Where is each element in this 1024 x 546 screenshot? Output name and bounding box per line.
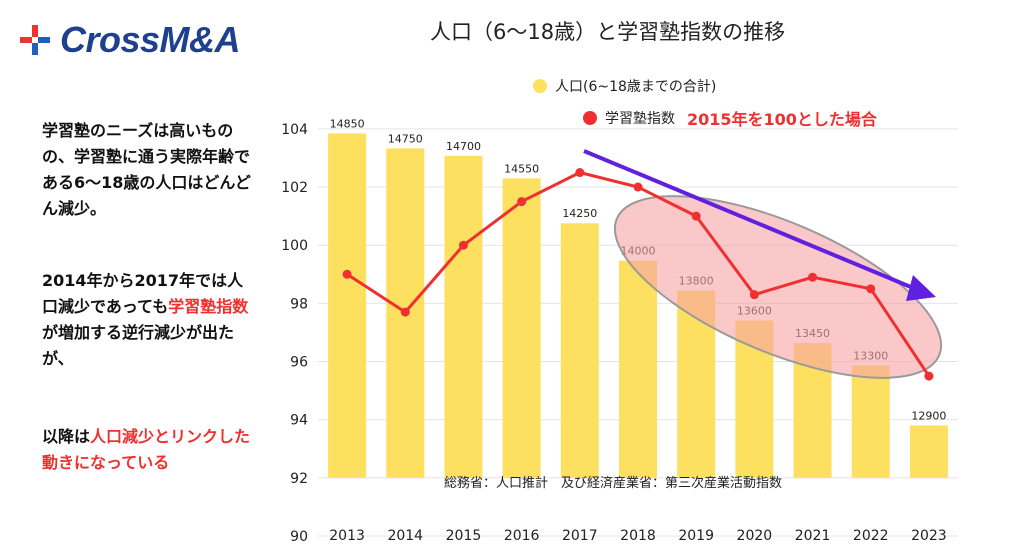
y-tick-label: 102 [281,180,308,196]
x-tick-label: 2021 [795,528,831,544]
bar [909,425,948,478]
y-tick-label: 94 [290,413,308,429]
side-p2-highlight: 学習塾指数 [168,297,249,316]
bar [328,133,367,478]
index-point [691,211,701,221]
bar-value-label: 14850 [330,117,365,130]
index-point [575,168,585,178]
trend-arrow-shaft [583,149,919,292]
index-point [924,371,934,381]
x-tick-label: 2019 [678,528,714,544]
x-tick-label: 2020 [737,528,773,544]
x-tick-label: 2016 [504,528,540,544]
bar-value-label: 14550 [504,162,539,175]
index-point [400,307,410,317]
bar-value-label: 14750 [388,132,423,145]
legend-index-note: 2015年を100とした場合 [687,110,877,129]
index-point [342,269,352,279]
legend-index-label: 学習塾指数 [605,111,675,127]
x-tick-label: 2013 [329,528,365,544]
y-tick-label: 96 [290,355,308,371]
index-point [866,284,876,294]
y-tick-label: 90 [290,529,308,545]
bar [444,155,483,478]
y-tick-label: 100 [281,238,308,254]
x-tick-label: 2022 [853,528,889,544]
y-tick-label: 98 [290,296,308,312]
bar-value-label: 14250 [562,207,597,220]
chart-title: 人口（6〜18歳）と学習塾指数の推移 [430,20,786,44]
side-paragraph-2: 2014年から2017年では人口減少であっても学習塾指数が増加する逆行減少が出た… [42,268,254,372]
index-point [517,197,527,207]
side-p2-text-a: 2014年から2017年では人口減少であっても [42,271,244,316]
legend-line-marker [583,111,597,125]
cross-plus-icon [20,25,50,55]
y-tick-label: 92 [290,471,308,487]
bar [851,365,890,478]
source-note: 総務省：人口推計 及び経済産業省：第三次産業活動指数 [444,476,783,491]
x-tick-label: 2014 [387,528,423,544]
logo-text: CrossM&A [60,19,241,60]
bar-value-label: 12900 [911,409,946,422]
side-p3-highlight: 人口減少とリンクした動きになっている [42,427,251,472]
legend-index: 学習塾指数 2015年を100とした場合 [583,106,877,130]
x-tick-label: 2015 [446,528,482,544]
bar-value-label: 14700 [446,140,481,153]
bar [619,260,657,478]
legend-bar-marker [533,79,547,93]
bar [502,178,541,478]
side-paragraph-3: 以降は人口減少とリンクした動きになっている [42,424,254,476]
side-paragraph-1: 学習塾のニーズは高いものの、学習塾に通う実際年齢である6〜18歳の人口はどんどん… [42,121,251,218]
index-point [633,182,643,192]
trend-arrow-head [906,275,936,301]
bar [560,223,599,478]
index-point [458,240,468,250]
legend-population: 人口(6~18歳までの合計) [533,76,716,96]
x-tick-label: 2017 [562,528,598,544]
index-point [749,290,759,300]
y-tick-label: 104 [281,122,308,138]
legend-population-label: 人口(6~18歳までの合計) [555,79,717,95]
side-p2-text-c: が増加する逆行減少が出たが、 [42,323,235,368]
x-tick-label: 2023 [911,528,947,544]
x-tick-label: 2018 [620,528,656,544]
index-point [808,272,818,282]
logo: CrossM&A [18,18,241,62]
side-p3-text-a: 以降は [42,427,91,446]
